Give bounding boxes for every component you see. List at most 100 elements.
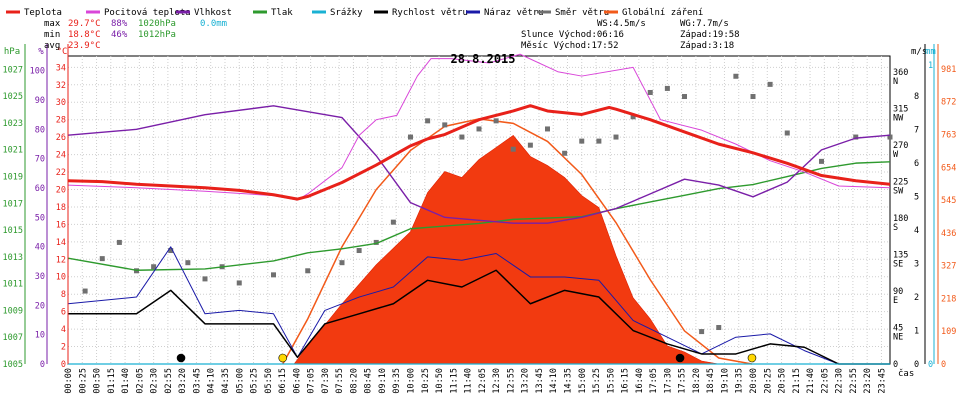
x-tick-label: 22:05 [820,368,830,394]
wind-direction-point [767,81,773,87]
x-tick-label: 23:45 [877,368,887,394]
x-tick-label: 20:50 [778,368,788,394]
temperature-axis-tick: 10 [56,273,66,283]
rain-axis-tick: 1 [928,61,933,71]
stat-max-label: max [44,19,61,29]
x-tick-label: 00:25 [78,368,88,394]
wind-direction-point [630,114,636,120]
direction-axis-tick: 45 [893,324,903,334]
humidity-axis-tick: 0 [40,360,45,370]
wind-speed-line [68,269,890,365]
wind-speed-summary: WS:4.5m/s [597,19,646,29]
pressure-axis-tick: 1025 [3,92,23,102]
humidity-line [67,105,891,224]
wind-direction-point [527,142,533,148]
wind-direction-point [476,126,482,132]
wind-direction-point [510,146,516,152]
wind-axis-tick: 8 [914,92,919,102]
wind-direction-point [750,94,756,100]
temperature-axis-tick: 28 [56,116,66,126]
pressure-axis-tick: 1007 [3,333,23,343]
wind-axis-tick: 1 [914,327,919,337]
wind-direction-point [236,280,242,286]
x-tick-label: 09:35 [392,368,402,394]
temperature-axis-tick: 6 [61,308,66,318]
direction-axis-compass: SW [893,187,904,197]
direction-axis-compass: S [893,223,898,233]
pressure-axis-tick: 1019 [3,173,23,183]
wind-direction-point [647,89,653,95]
rain-axis-unit: mm [925,47,936,57]
radiation-axis-tick: 0 [941,360,946,370]
wind-axis-unit: m/s [911,47,927,57]
radiation-axis-tick: 109 [941,327,956,337]
x-tick-label: 17:30 [663,368,673,394]
temperature-line [67,104,891,201]
wind-gust-line [67,246,890,365]
direction-axis-compass: NW [893,114,904,124]
wind-direction-point [819,158,824,164]
x-tick-label: 07:30 [321,368,331,394]
x-tick-label: 01:40 [121,368,131,394]
x-tick-label: 07:05 [307,368,317,394]
wind-axis-tick: 6 [914,159,919,169]
x-tick-label: 07:55 [335,368,345,394]
x-tick-label: 08:20 [349,368,359,394]
x-tick-label: 19:35 [735,368,745,394]
direction-axis-tick: 270 [893,141,908,151]
pressure-axis-tick: 1011 [3,280,23,290]
temperature-axis-tick: 8 [61,290,66,300]
rain-axis-tick: 0 [928,360,933,370]
wind-direction-point [545,126,550,132]
wind-direction-point [579,138,585,144]
x-tick-label: 18:45 [706,368,716,394]
humidity-axis-tick: 80 [35,125,45,135]
wind-direction-point [116,239,122,245]
wind-direction-point [185,260,191,266]
wind-direction-point [733,73,739,79]
humidity-axis-tick: 50 [35,213,45,223]
x-tick-label: 17:55 [678,368,688,394]
pressure-axis-tick: 1013 [3,253,23,263]
x-tick-label: 02:30 [150,368,160,394]
temperature-axis-tick: 0 [61,360,66,370]
chart-title: 28.8.2015 [450,52,515,66]
x-tick-label: 13:45 [535,368,545,394]
x-tick-label: 10:25 [421,368,431,394]
series-layer [67,53,893,365]
stat-min-label: min [44,30,60,40]
x-tick-label: 15:25 [592,368,602,394]
wind-direction-point [168,248,174,254]
temperature-axis-tick: 34 [56,63,66,73]
wind-direction-point [99,256,105,262]
wind-gust-summary: WG:7.7m/s [680,19,729,29]
x-tick-label: 02:55 [164,368,174,394]
wind-direction-point [151,264,157,270]
humidity-axis-tick: 20 [35,301,45,311]
humidity-axis-tick: 40 [35,243,45,253]
wind-axis-tick: 7 [914,126,919,136]
x-tick-label: 02:05 [135,368,145,394]
moonset-marker [176,353,186,363]
wind-axis-tick: 2 [914,293,919,303]
stat-max-rain: 0.0mm [200,19,227,29]
pressure-axis-tick: 1005 [3,360,23,370]
pressure-axis-unit: hPa [4,47,20,57]
temperature-axis-tick: 30 [56,98,66,108]
pressure-axis-tick: 1015 [3,226,23,236]
stat-max-temp: 29.7°C [68,19,101,29]
sunrise-text: Slunce Východ:06:16 [521,30,624,40]
x-tick-label: 18:20 [692,368,702,394]
clear-sky-radiation-line [282,118,753,365]
radiation-axis-tick: 545 [941,196,956,206]
stat-avg-label: avg [44,41,60,51]
humidity-axis-tick: 10 [35,331,45,341]
sunset-text: Západ:19:58 [680,30,740,40]
direction-axis-tick: 135 [893,251,908,261]
wind-direction-point [408,134,413,140]
wind-direction-point [271,272,276,278]
x-tick-label: 21:40 [806,368,816,394]
x-tick-label: 03:45 [192,368,202,394]
humidity-axis-tick: 100 [30,67,45,77]
